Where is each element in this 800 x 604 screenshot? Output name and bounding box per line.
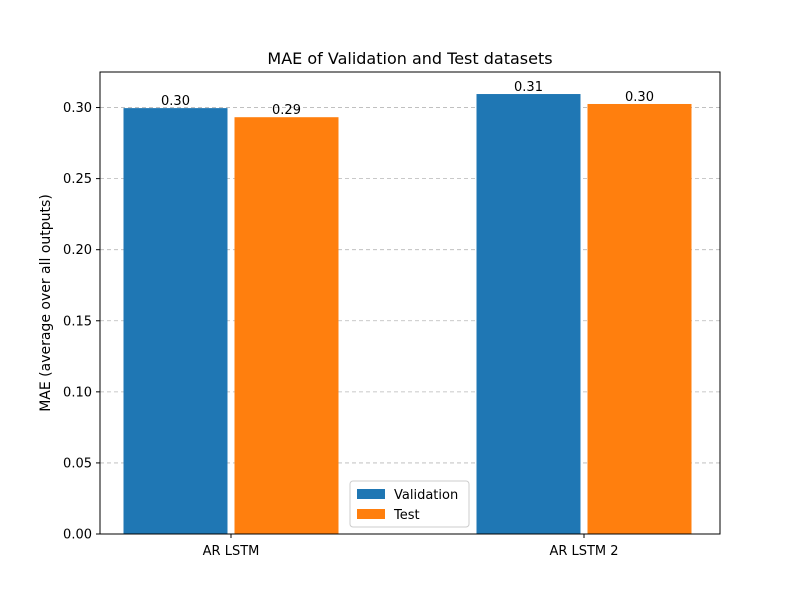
x-tick-label: AR LSTM <box>203 544 260 559</box>
bars <box>123 94 692 534</box>
legend-swatch-test <box>357 509 385 519</box>
bar-value-label: 0.30 <box>161 94 190 109</box>
plot-area-frame <box>99 71 721 535</box>
y-tick-label: 0.05 <box>63 456 92 471</box>
bar-validation <box>123 108 228 534</box>
data-labels: 0.30 0.29 0.31 0.30 <box>161 80 654 118</box>
chart-title: MAE of Validation and Test datasets <box>267 49 552 68</box>
bar-value-label: 0.29 <box>272 103 301 118</box>
y-tick-label: 0.25 <box>63 172 92 187</box>
y-axis-label: MAE (average over all outputs) <box>38 194 54 412</box>
bar-test <box>587 103 692 534</box>
legend: Validation Test <box>349 480 470 528</box>
legend-label-test: Test <box>393 508 420 523</box>
bar-value-label: 0.30 <box>625 90 654 105</box>
legend-label-validation: Validation <box>394 488 458 503</box>
bar-test <box>234 117 339 534</box>
legend-swatch-validation <box>357 489 385 499</box>
axes: 0.00 0.05 0.10 0.15 0.20 0.25 0.30 AR LSTM AR LS… <box>63 101 619 559</box>
x-tick-label: AR LSTM 2 <box>549 544 618 559</box>
y-tick-label: 0.00 <box>63 528 92 543</box>
y-tick-label: 0.15 <box>63 314 92 329</box>
y-tick-label: 0.30 <box>63 101 92 116</box>
y-tick-label: 0.20 <box>63 243 92 258</box>
bar-validation <box>476 94 581 534</box>
bar-value-label: 0.31 <box>514 80 543 95</box>
y-tick-label: 0.10 <box>63 385 92 400</box>
